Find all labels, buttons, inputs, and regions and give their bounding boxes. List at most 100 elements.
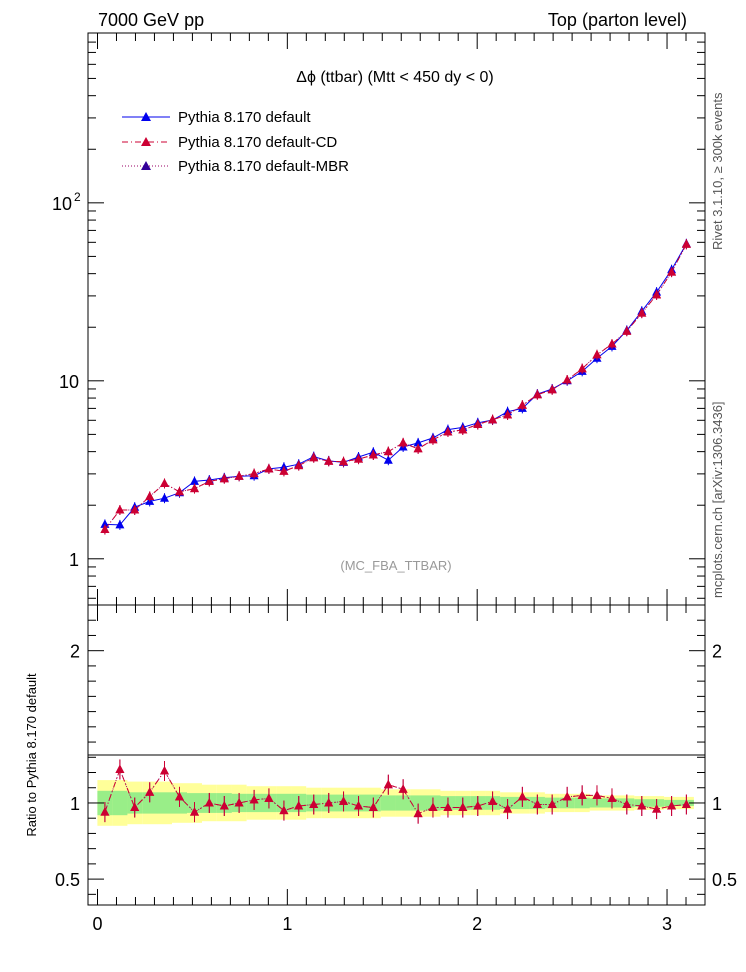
x-tick-label: 1: [282, 914, 292, 934]
data-point-marker: [473, 419, 483, 428]
series-line: [104, 244, 687, 530]
ratio-point-marker: [622, 799, 632, 808]
data-point-marker: [115, 505, 125, 514]
data-point-marker: [264, 463, 274, 473]
ratio-point-marker: [219, 801, 229, 810]
analysis-watermark: (MC_FBA_TTBAR): [340, 558, 451, 573]
ratio-point-marker: [458, 802, 468, 811]
data-point-marker: [443, 427, 453, 436]
ratio-point-marker: [473, 801, 483, 810]
data-point-marker: [324, 456, 334, 465]
data-point-marker: [160, 478, 169, 487]
data-point-marker: [667, 267, 677, 276]
ratio-point-marker: [667, 801, 677, 810]
data-point-marker: [428, 434, 438, 444]
ratio-point-marker: [443, 802, 453, 811]
data-point-marker: [190, 476, 199, 485]
ratio-point-marker: [249, 794, 259, 804]
data-point-marker: [413, 437, 423, 447]
main-y-tick-exponent: 2: [74, 190, 81, 204]
main-plot-title: Δϕ (ttbar) (Mtt < 450 dy < 0): [296, 69, 494, 86]
data-point-marker: [354, 454, 363, 463]
ratio-y-axis-label: Ratio to Pythia 8.170 default: [24, 673, 39, 837]
header-energy-label: 7000 GeV pp: [98, 10, 204, 30]
ratio-point-marker: [562, 791, 572, 801]
data-point-marker: [547, 384, 557, 394]
legend-label-cd: Pythia 8.170 default-CD: [178, 134, 337, 151]
ratio-series-cd: [100, 759, 691, 824]
ratio-point-marker: [383, 779, 393, 789]
data-point-marker: [383, 455, 393, 464]
data-point-marker: [592, 349, 602, 359]
data-point-marker: [279, 466, 289, 475]
ratio-band-green: [112, 790, 128, 816]
ratio-band-green: [157, 792, 172, 814]
ratio-y-tick-label-right: 0.5: [712, 870, 737, 890]
main-y-tick-label: 1: [69, 550, 79, 570]
ratio-band-green: [380, 795, 396, 811]
data-point-marker: [517, 400, 527, 409]
ratio-point-marker: [413, 808, 423, 818]
legend-label-default: Pythia 8.170 default: [178, 109, 311, 126]
legend-marker-cd: [141, 137, 151, 146]
legend-label-mbr: Pythia 8.170 default-MBR: [178, 158, 349, 175]
data-point-marker: [503, 409, 513, 419]
x-tick-label: 0: [92, 914, 102, 934]
ratio-y-tick-label-left: 0.5: [55, 870, 80, 890]
ratio-y-tick-label-left: 2: [70, 642, 80, 662]
main-axis-ticks: [88, 32, 706, 605]
ratio-point-marker: [652, 804, 662, 813]
series-line: [104, 243, 687, 526]
ratio-point-marker: [607, 793, 617, 802]
data-point-marker: [383, 446, 393, 456]
ratio-band-green: [395, 795, 411, 811]
ratio-point-marker: [234, 798, 244, 807]
data-point-marker: [234, 471, 244, 480]
ratio-y-tick-label-right: 1: [712, 794, 722, 814]
data-point-marker: [488, 414, 498, 424]
data-point-marker: [175, 486, 184, 496]
ratio-y-tick-label-left: 1: [70, 794, 80, 814]
x-tick-label: 3: [662, 914, 672, 934]
main-y-tick-label: 10: [59, 372, 79, 392]
ratio-point-marker: [324, 798, 334, 807]
ratio-point-marker: [577, 790, 587, 799]
ratio-plot-frame: [87, 604, 706, 906]
data-point-marker: [145, 491, 155, 500]
legend-entry-cd: Pythia 8.170 default-CD: [122, 134, 337, 151]
ratio-point-marker: [339, 796, 348, 805]
ratio-point-marker: [503, 804, 513, 813]
ratio-point-marker: [175, 791, 184, 801]
ratio-point-marker: [517, 791, 527, 801]
data-point-marker: [204, 476, 214, 485]
data-point-marker: [339, 456, 348, 466]
data-point-marker: [532, 389, 542, 399]
data-point-marker: [100, 524, 110, 533]
data-point-marker: [115, 519, 125, 529]
data-point-marker: [652, 289, 662, 299]
data-point-marker: [562, 375, 572, 384]
data-point-marker: [294, 460, 304, 470]
data-point-marker: [577, 363, 587, 373]
ratio-point-marker: [547, 799, 557, 808]
ratio-point-marker: [190, 807, 199, 816]
data-point-marker: [413, 443, 423, 453]
data-point-marker: [681, 239, 691, 248]
ratio-point-marker: [592, 790, 602, 799]
ratio-point-marker: [428, 802, 438, 811]
main-series-default: [100, 238, 691, 530]
ratio-point-marker: [398, 784, 408, 793]
data-point-marker: [368, 450, 378, 459]
ratio-series-line: [104, 768, 687, 815]
ratio-point-marker: [160, 766, 169, 775]
series-line: [104, 244, 687, 530]
legend-marker-mbr: [141, 161, 151, 170]
data-point-marker: [130, 505, 140, 514]
ratio-point-marker: [264, 793, 274, 802]
ratio-panel: 0.5 0.5 1 1 2 2 0 1 2 3 Ratio to Pythia 8.170 def…: [24, 604, 737, 934]
ratio-point-marker: [279, 805, 289, 815]
ratio-point-marker: [637, 801, 647, 810]
data-point-marker: [219, 473, 229, 483]
